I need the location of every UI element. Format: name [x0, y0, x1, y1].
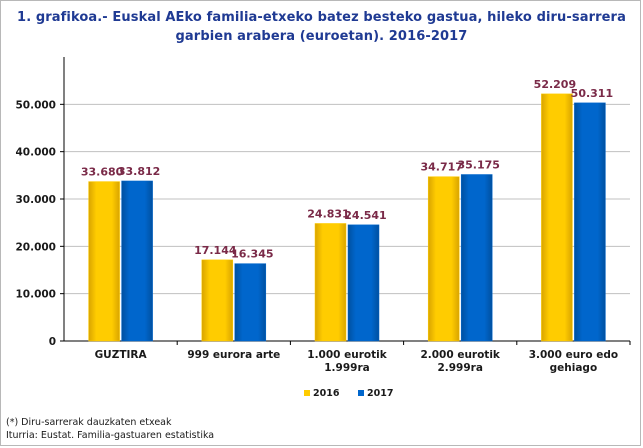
bar-2016-3 [427, 176, 460, 342]
data-label: 16.345 [231, 248, 273, 261]
bar-2016-1 [201, 259, 234, 342]
x-category-label: GUZTIRA [95, 349, 148, 361]
data-label: 33.812 [118, 165, 160, 178]
legend-swatch-2016 [304, 390, 310, 396]
x-category-label: 2.000 eurotik [420, 349, 500, 361]
y-tick-label: 20.000 [15, 241, 56, 253]
data-label: 17.144 [194, 244, 237, 257]
y-tick-label: 50.000 [15, 99, 56, 111]
bar-2016-4 [541, 93, 573, 342]
bar-2017-3 [460, 174, 493, 342]
bar-2017-2 [347, 224, 380, 342]
y-tick-label: 0 [49, 336, 56, 348]
data-label: 35.175 [457, 159, 499, 172]
data-label: 24.831 [307, 207, 349, 220]
bar-2016-0 [88, 181, 120, 342]
footnote-income-note: (*) Diru-sarrerak dauzkaten etxeak [6, 417, 172, 428]
chart-title-line-1: 1. grafikoa.- Euskal AEko familia-etxeko… [17, 10, 626, 25]
legend-label: 2016 [313, 388, 340, 399]
data-label: 24.541 [344, 209, 386, 222]
x-category-label: gehiago [550, 362, 598, 374]
data-label: 52.209 [534, 78, 576, 91]
x-category-label: 1.000 eurotik [307, 349, 387, 361]
y-tick-label: 10.000 [15, 289, 56, 301]
legend-label: 2017 [367, 388, 393, 399]
bar-2017-4 [574, 102, 606, 342]
x-category-label: 999 eurora arte [187, 349, 280, 361]
x-category-label: 3.000 euro edo [529, 349, 618, 361]
legend-swatch-2017 [358, 390, 364, 396]
footnote-source: Iturria: Eustat. Familia-gastuaren estat… [6, 430, 215, 441]
x-category-label: 2.999ra [437, 362, 482, 374]
data-label: 33.680 [81, 166, 124, 179]
bar-2017-0 [121, 180, 153, 342]
bar-2016-2 [314, 223, 347, 342]
bar-2017-1 [234, 263, 267, 342]
y-tick-label: 40.000 [15, 147, 56, 159]
y-tick-label: 30.000 [15, 194, 56, 206]
chart-title: 1. grafikoa.- Euskal AEko familia-etxeko… [0, 8, 643, 46]
chart-title-line-2: garbien arabera (euroetan). 2016-2017 [175, 29, 468, 44]
data-label: 50.311 [571, 87, 613, 100]
data-label: 34.717 [420, 161, 462, 174]
x-category-label: 1.999ra [324, 362, 369, 374]
